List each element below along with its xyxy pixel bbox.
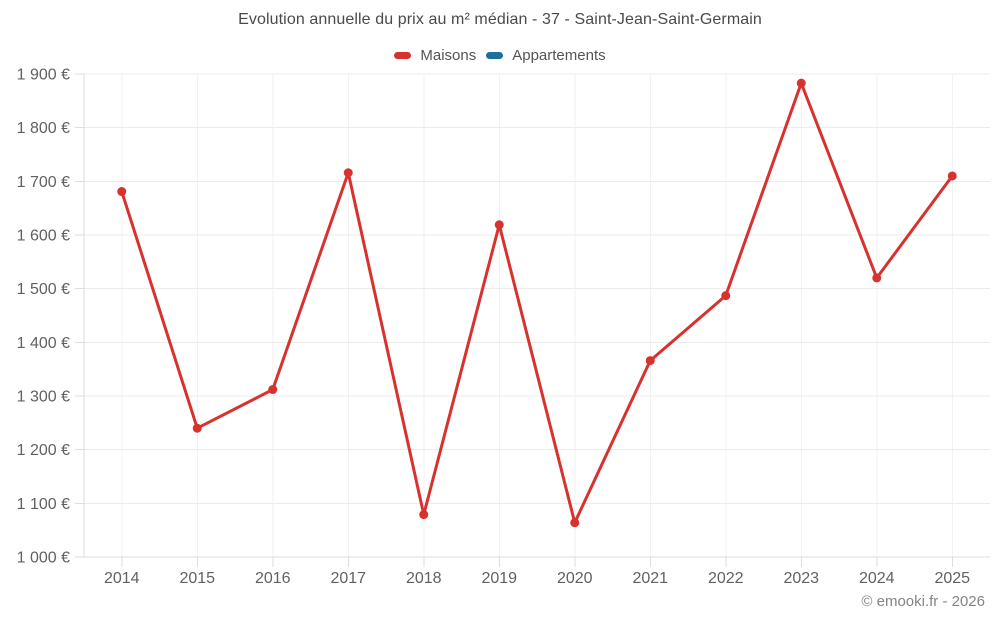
chart-title: Evolution annuelle du prix au m² médian …	[238, 11, 762, 28]
legend-label-appartements: Appartements	[512, 46, 606, 64]
x-axis-label: 2021	[632, 570, 668, 587]
y-axis-label: 1 600 €	[17, 228, 70, 245]
x-axis-label: 2015	[179, 570, 215, 587]
data-point-maisons-2017[interactable]	[343, 168, 353, 178]
series-line-maisons	[120, 81, 954, 525]
data-point-maisons-2016[interactable]	[268, 385, 278, 395]
data-point-maisons-2024[interactable]	[872, 273, 882, 283]
data-point-maisons-2019[interactable]	[494, 220, 504, 230]
legend-item-appartements[interactable]: Appartements	[486, 46, 606, 64]
x-axis-label: 2014	[104, 570, 140, 587]
x-axis-label: 2018	[406, 570, 442, 587]
copyright-text: © emooki.fr - 2026	[861, 593, 985, 610]
appartements-series-swatch-icon	[486, 51, 504, 59]
data-point-maisons-2025[interactable]	[947, 171, 957, 181]
legend: Maisons Appartements	[0, 44, 1000, 66]
data-point-maisons-2023[interactable]	[796, 78, 806, 88]
y-axis-label: 1 100 €	[17, 496, 70, 513]
y-axis-label: 1 900 €	[17, 67, 70, 84]
x-axis-label: 2022	[708, 570, 744, 587]
maisons-series-swatch-icon	[394, 51, 412, 59]
y-axis-label: 1 300 €	[17, 389, 70, 406]
legend-label-maisons: Maisons	[420, 46, 477, 64]
data-point-maisons-2021[interactable]	[645, 356, 655, 366]
data-point-maisons-2015[interactable]	[192, 423, 202, 433]
y-axis-label: 1 400 €	[17, 335, 70, 352]
x-axis-label: 2017	[330, 570, 366, 587]
y-axis-label: 1 800 €	[17, 120, 70, 137]
legend-item-maisons[interactable]: Maisons	[394, 47, 476, 64]
x-axis-label: 2025	[934, 570, 970, 587]
y-axis-label: 1 000 €	[17, 550, 70, 567]
x-axis-label: 2016	[255, 570, 291, 587]
x-axis-label: 2020	[557, 570, 593, 587]
data-point-maisons-2022[interactable]	[721, 291, 731, 301]
y-axis-label: 1 200 €	[17, 442, 70, 459]
data-point-maisons-2020[interactable]	[570, 518, 580, 528]
y-axis-label: 1 700 €	[17, 174, 70, 191]
x-axis-label: 2023	[783, 570, 819, 587]
data-point-maisons-2014[interactable]	[117, 187, 127, 197]
x-axis-label: 2019	[481, 570, 517, 587]
y-axis-label: 1 500 €	[17, 281, 70, 298]
x-axis-label: 2024	[859, 570, 895, 587]
data-point-maisons-2018[interactable]	[419, 510, 429, 520]
